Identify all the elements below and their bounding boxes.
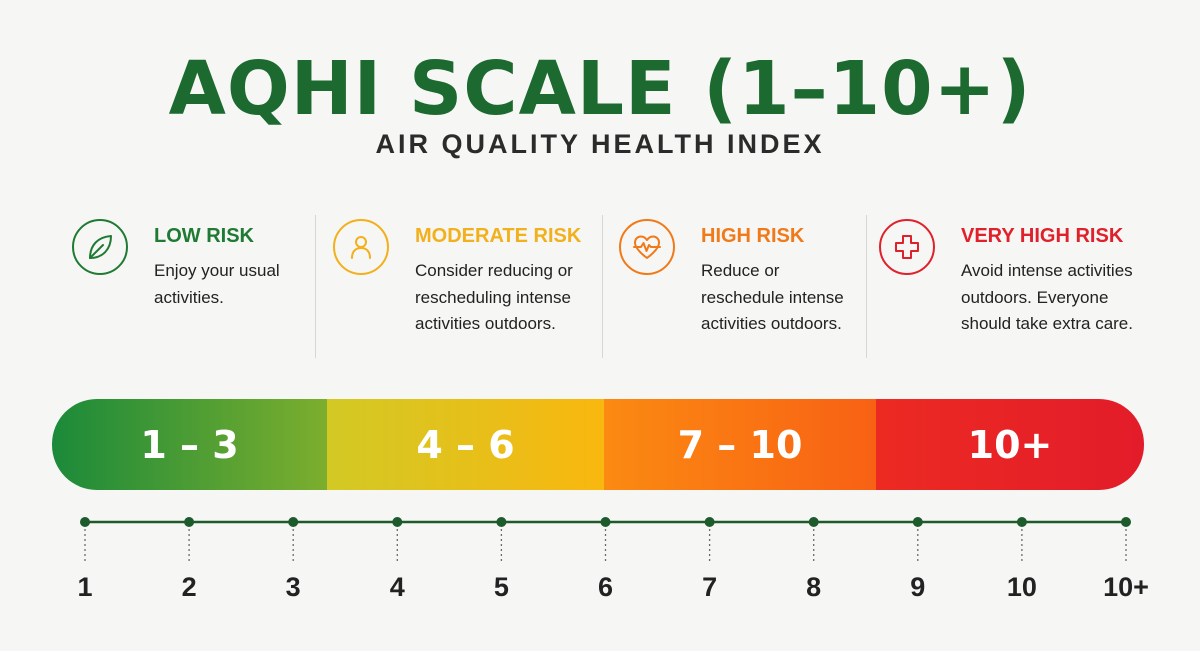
category-label: MODERATE RISK bbox=[415, 225, 582, 247]
axis-tick-dot bbox=[704, 517, 715, 527]
axis-tick-label: 3 bbox=[285, 572, 301, 602]
axis-tick-dot bbox=[1016, 517, 1027, 527]
axis-tick-dot bbox=[496, 517, 507, 527]
category-label: HIGH RISK bbox=[701, 225, 805, 247]
category-very-high-risk: VERY HIGH RISK Avoid intense activities … bbox=[879, 215, 1149, 360]
category-description: Avoid intense activities outdoors. Every… bbox=[961, 261, 1133, 333]
page-title: AQHI SCALE (1–10+) bbox=[168, 46, 1032, 132]
axis-tick-dot bbox=[600, 517, 611, 527]
category-low-risk: LOW RISK Enjoy your usual activities. bbox=[72, 215, 302, 360]
axis-tick-dot bbox=[288, 517, 299, 527]
category-label: VERY HIGH RISK bbox=[961, 225, 1124, 247]
axis-tick-dot bbox=[80, 517, 90, 527]
scale-segment-high: 7 – 10 bbox=[604, 399, 876, 490]
heart-pulse-icon bbox=[619, 219, 675, 275]
category-moderate-risk: MODERATE RISK Consider reducing or resch… bbox=[333, 215, 593, 360]
axis-tick-dot bbox=[392, 517, 403, 527]
divider bbox=[866, 215, 867, 358]
person-icon bbox=[333, 219, 389, 275]
leaf-icon bbox=[72, 219, 128, 275]
medical-cross-icon bbox=[879, 219, 935, 275]
axis-tick-dot bbox=[808, 517, 819, 527]
axis-tick-label: 4 bbox=[389, 572, 405, 602]
divider bbox=[315, 215, 316, 358]
scale-axis bbox=[0, 505, 1200, 615]
page-subtitle: AIR QUALITY HEALTH INDEX bbox=[375, 129, 825, 159]
axis-tick-label: 1 bbox=[77, 572, 93, 602]
category-description: Reduce or reschedule intense activities … bbox=[701, 261, 844, 333]
axis-tick-label: 9 bbox=[910, 572, 926, 602]
scale-segment-moderate: 4 – 6 bbox=[327, 399, 604, 490]
axis-tick-label: 8 bbox=[806, 572, 822, 602]
axis-tick-label: 10+ bbox=[1103, 572, 1149, 602]
axis-tick-label: 7 bbox=[702, 572, 718, 602]
axis-tick-label: 10 bbox=[1006, 572, 1037, 602]
axis-tick-label: 2 bbox=[181, 572, 197, 602]
category-label: LOW RISK bbox=[154, 225, 254, 247]
axis-tick-dot bbox=[1121, 517, 1131, 527]
category-description: Enjoy your usual activities. bbox=[154, 261, 280, 307]
aqhi-scale-bar: 1 – 3 4 – 6 7 – 10 10+ bbox=[52, 399, 1144, 490]
axis-tick-label: 6 bbox=[597, 572, 614, 602]
axis-tick-dot bbox=[912, 517, 923, 527]
divider bbox=[602, 215, 603, 358]
axis-tick-dot bbox=[184, 517, 195, 527]
scale-segment-very-high: 10+ bbox=[876, 399, 1144, 490]
scale-segment-low: 1 – 3 bbox=[52, 399, 327, 490]
category-description: Consider reducing or rescheduling intens… bbox=[415, 261, 573, 333]
axis-tick-label: 5 bbox=[493, 572, 509, 602]
category-high-risk: HIGH RISK Reduce or reschedule intense a… bbox=[619, 215, 859, 360]
